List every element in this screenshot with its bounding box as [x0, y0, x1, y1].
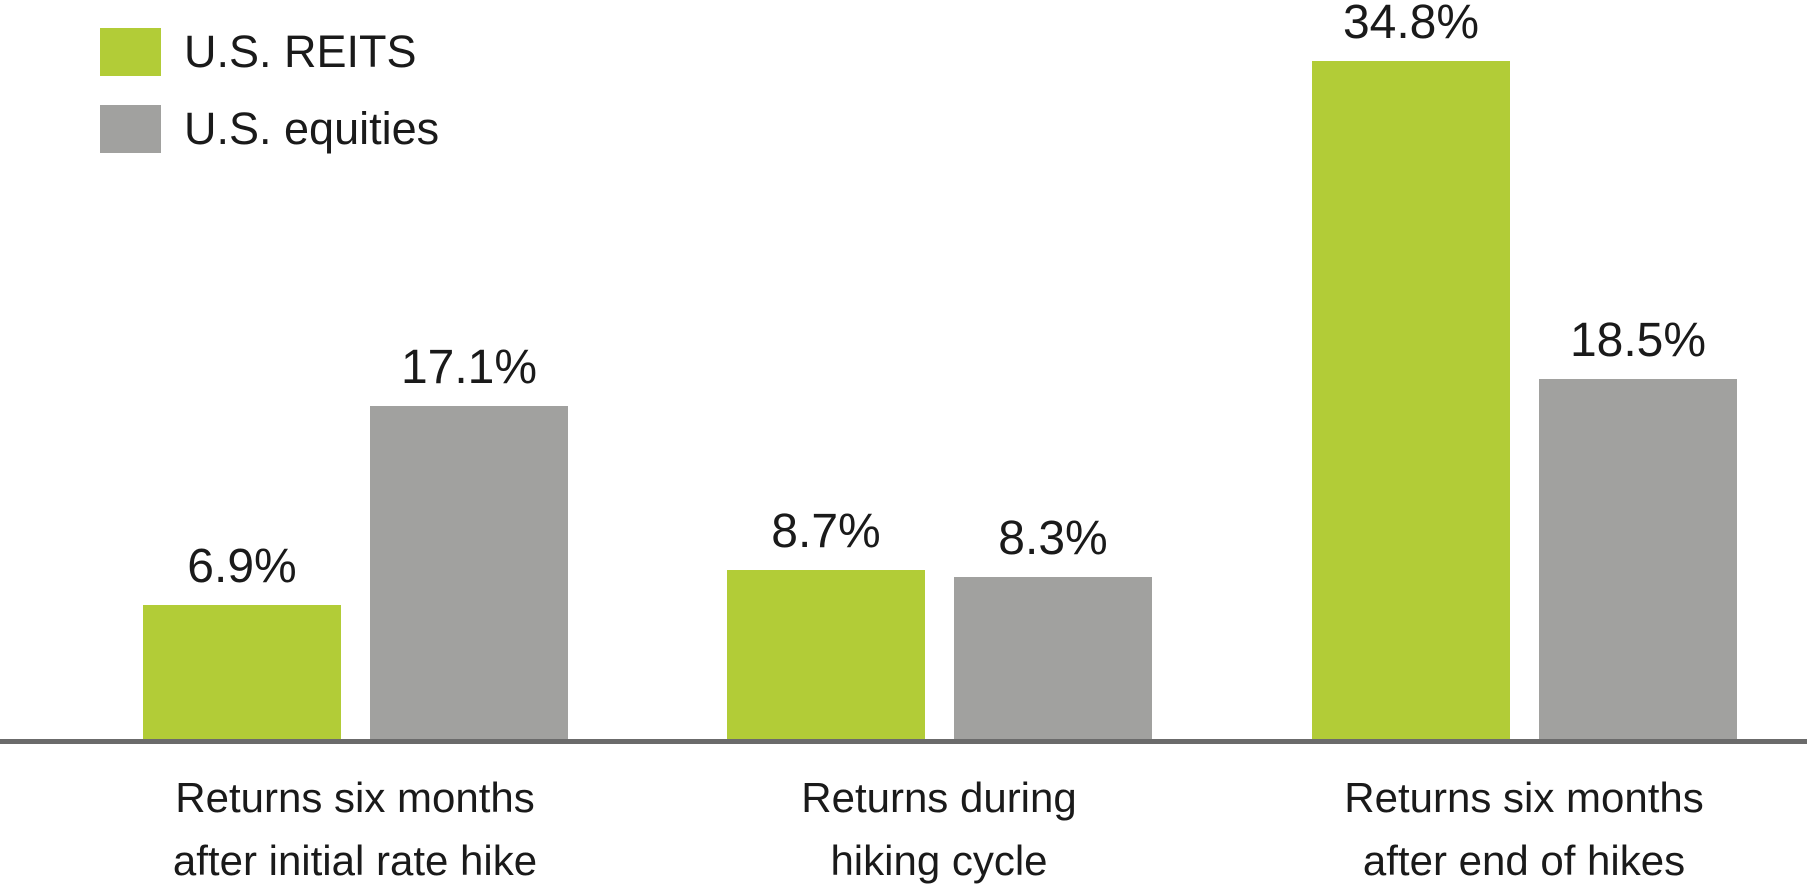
reits-bar	[727, 569, 925, 739]
bar-value-label: 17.1%	[400, 340, 538, 394]
bar-value-label: 18.5%	[1569, 313, 1707, 367]
category-label-line: Returns during	[801, 774, 1077, 821]
legend-label-reits: U.S. REITS	[184, 26, 417, 77]
equities-bar	[370, 405, 568, 739]
equities-bar	[1539, 378, 1737, 739]
legend-label-equities: U.S. equities	[184, 103, 440, 154]
bar-group-hiking-cycle: 8.7% 8.3%	[727, 0, 1152, 739]
category-label-line: Returns six months	[175, 774, 535, 821]
bar-group-end-of-hikes: 34.8% 18.5%	[1312, 0, 1737, 739]
reits-bar	[143, 604, 341, 739]
category-label-line: after initial rate hike	[172, 837, 538, 884]
bar-column-equities: 8.3%	[954, 0, 1152, 739]
legend-item-reits: U.S. REITS	[100, 28, 439, 76]
bar-column-equities: 17.1%	[370, 0, 568, 739]
equities-bar	[954, 577, 1152, 739]
bar-value-label: 6.9%	[187, 539, 297, 593]
bar-value-label: 8.7%	[771, 504, 881, 558]
bar-value-label: 8.3%	[998, 512, 1108, 566]
bar-value-label: 34.8%	[1342, 0, 1480, 50]
category-label-initial-hike: Returns six months after initial rate hi…	[35, 766, 675, 891]
bar-column-equities: 18.5%	[1539, 0, 1737, 739]
category-label-end-of-hikes: Returns six months after end of hikes	[1204, 766, 1807, 891]
bar-group-initial-hike: 6.9% 17.1%	[143, 0, 568, 739]
bar-column-reits: 8.7%	[727, 0, 925, 739]
category-label-line: after end of hikes	[1362, 837, 1686, 884]
legend-item-equities: U.S. equities	[100, 105, 439, 153]
bar-column-reits: 34.8%	[1312, 0, 1510, 739]
legend: U.S. REITS U.S. equities	[100, 28, 439, 182]
plot-area: 6.9% 17.1% 8.7% 8.3% 34.8%	[143, 0, 1737, 739]
reits-bar	[1312, 61, 1510, 739]
reits-swatch-icon	[100, 28, 161, 76]
x-axis-line	[0, 739, 1807, 744]
category-label-line: Returns six months	[1344, 774, 1704, 821]
equities-swatch-icon	[100, 105, 161, 153]
category-label-line: hiking cycle	[830, 837, 1048, 884]
category-label-hiking-cycle: Returns during hiking cycle	[619, 766, 1259, 891]
bar-column-reits: 6.9%	[143, 0, 341, 739]
